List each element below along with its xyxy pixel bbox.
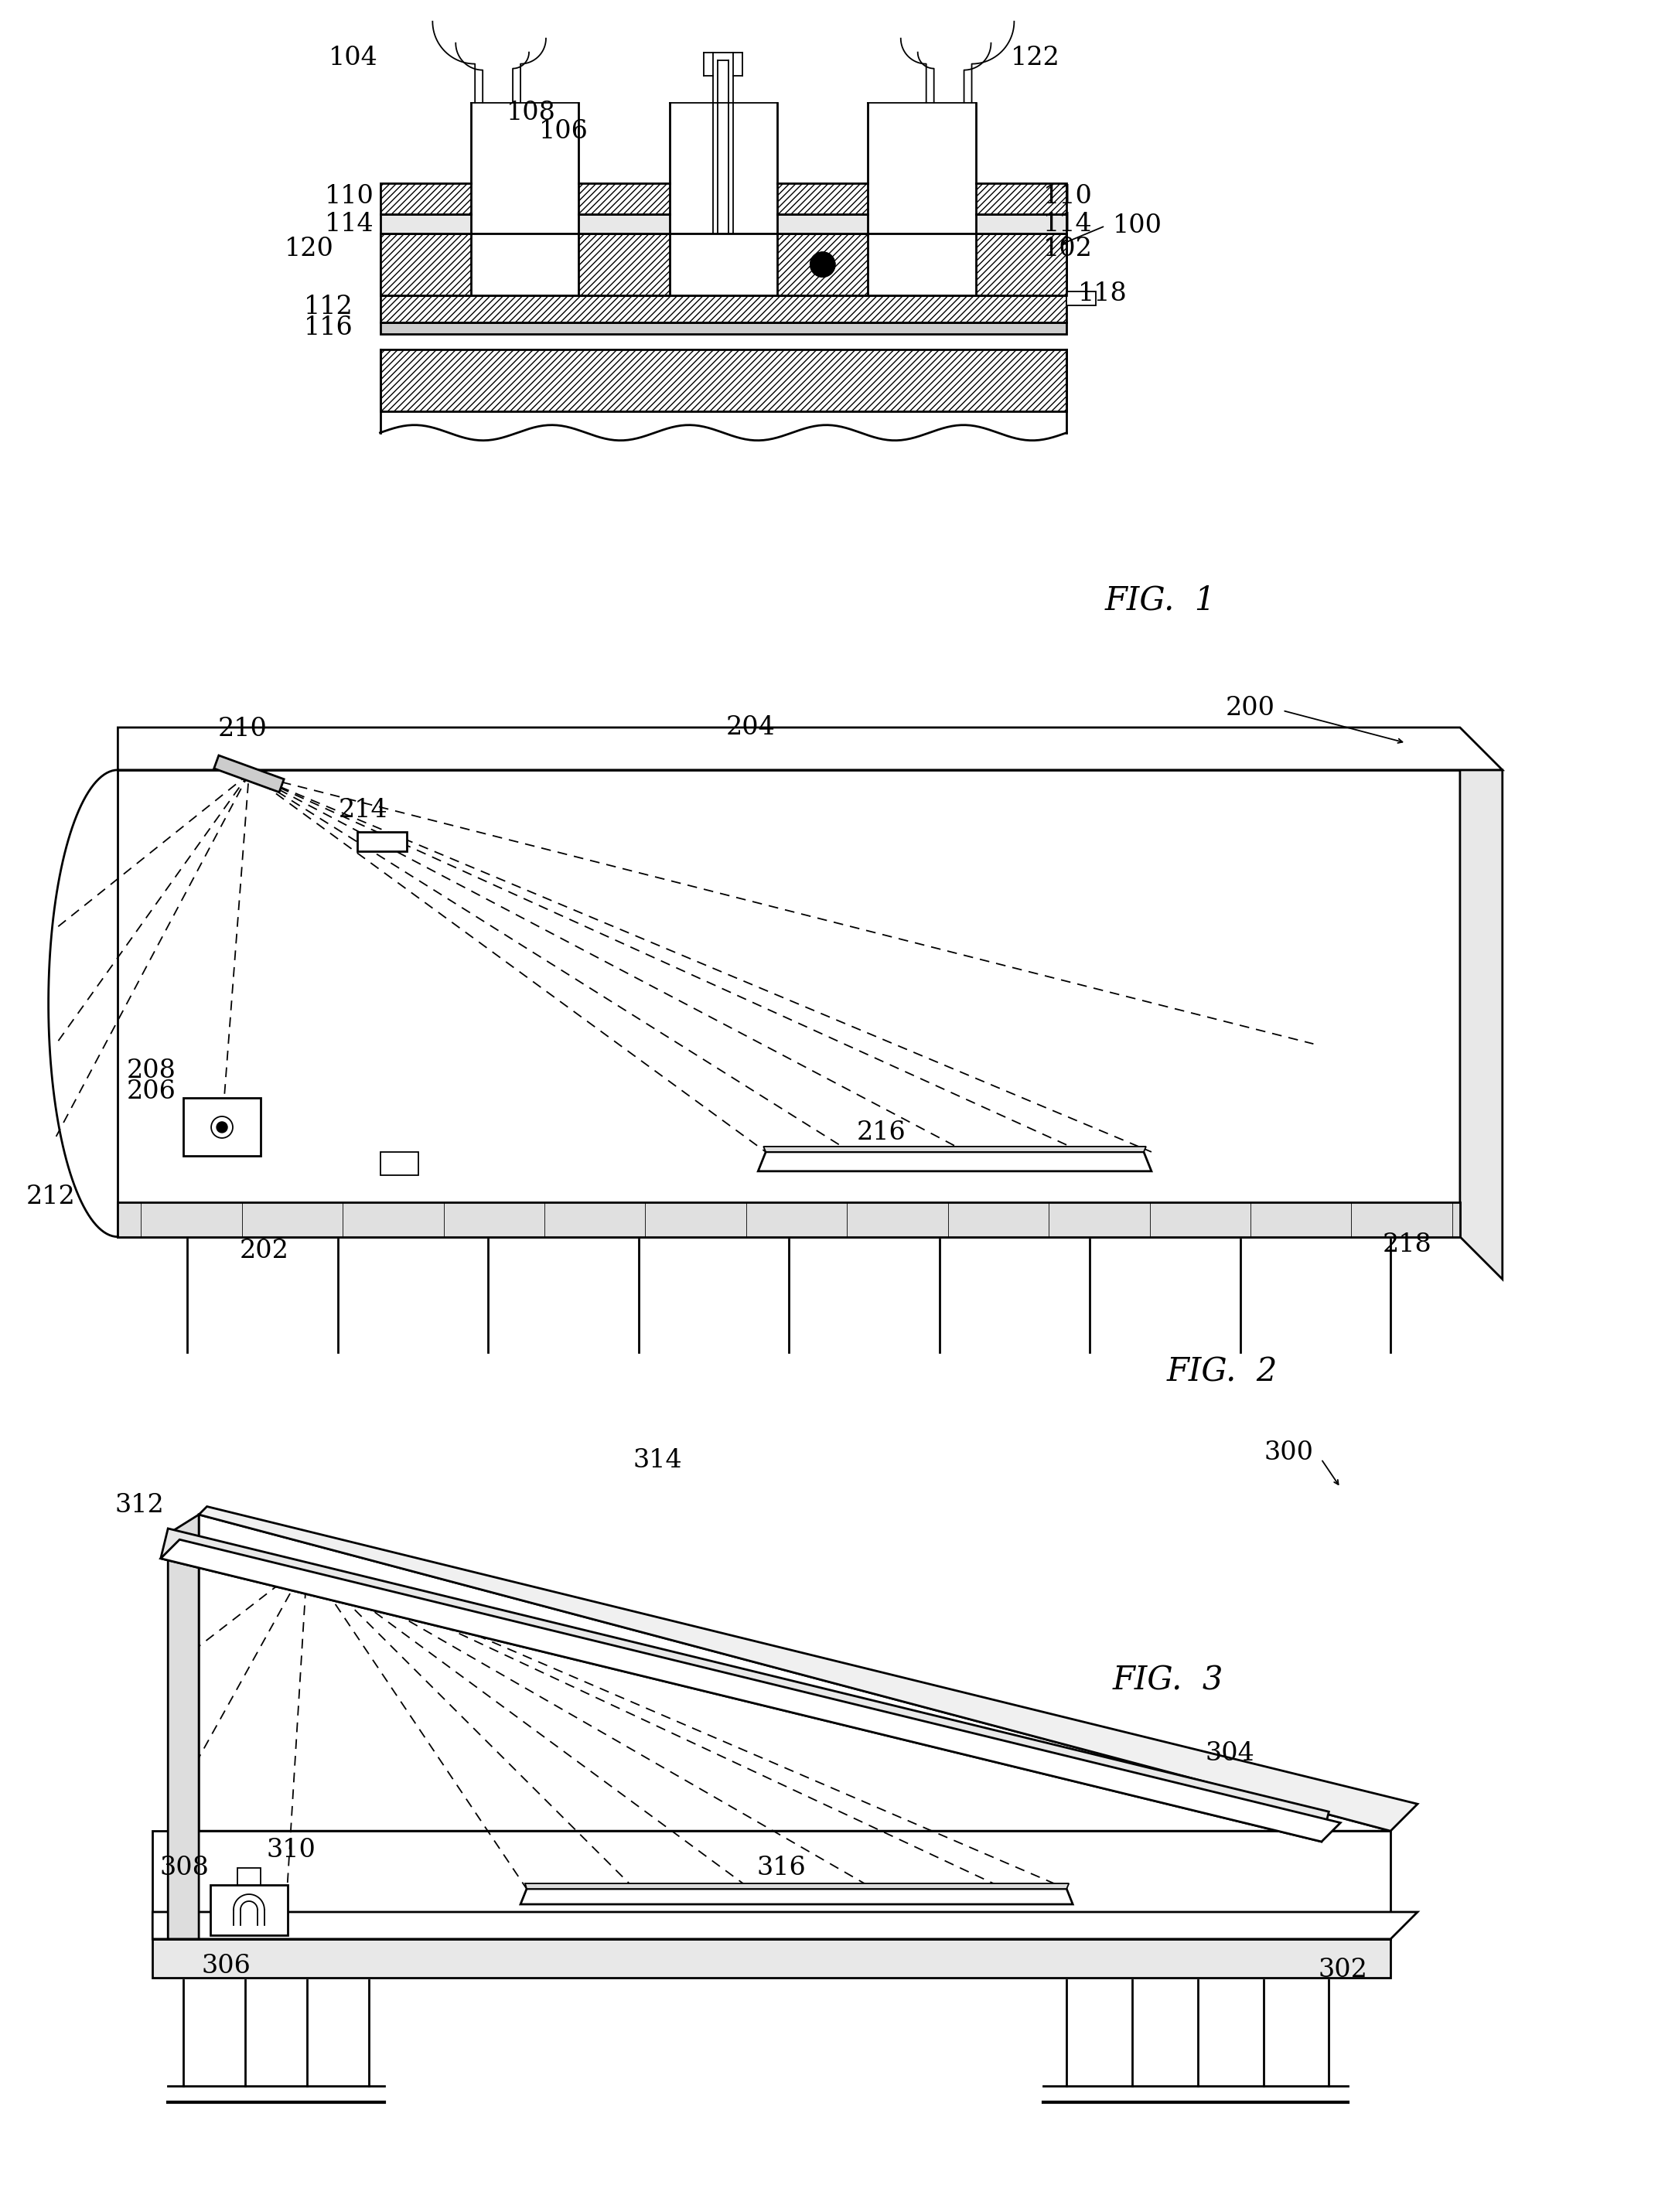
Polygon shape bbox=[758, 1152, 1152, 1170]
Text: 106: 106 bbox=[539, 119, 588, 144]
Text: 200: 200 bbox=[1225, 697, 1275, 721]
Bar bbox=[380, 296, 1067, 323]
Text: 210: 210 bbox=[218, 717, 268, 741]
Bar bbox=[380, 323, 1067, 334]
Bar bbox=[579, 184, 669, 215]
Text: 218: 218 bbox=[1384, 1232, 1432, 1256]
Text: 316: 316 bbox=[756, 1856, 806, 1880]
Bar bbox=[380, 215, 471, 234]
Text: FIG.  2: FIG. 2 bbox=[1167, 1356, 1277, 1389]
Circle shape bbox=[216, 1121, 228, 1133]
Bar bbox=[1067, 292, 1096, 305]
Bar bbox=[356, 832, 408, 852]
Polygon shape bbox=[521, 1889, 1072, 1905]
Bar bbox=[579, 234, 669, 296]
Text: 216: 216 bbox=[857, 1119, 906, 1146]
Polygon shape bbox=[118, 728, 1502, 770]
Text: 300: 300 bbox=[1264, 1440, 1314, 1464]
Text: 312: 312 bbox=[115, 1493, 165, 1517]
Polygon shape bbox=[524, 1882, 1069, 1889]
Bar bbox=[183, 1097, 260, 1157]
Text: 114: 114 bbox=[325, 212, 375, 237]
Bar bbox=[118, 1201, 1460, 1237]
Polygon shape bbox=[198, 1515, 1390, 1832]
Polygon shape bbox=[764, 1146, 1146, 1152]
Bar bbox=[380, 1152, 418, 1175]
Circle shape bbox=[811, 252, 836, 276]
Text: 112: 112 bbox=[303, 294, 353, 319]
Text: 204: 204 bbox=[726, 714, 774, 739]
Text: 302: 302 bbox=[1319, 1958, 1367, 1982]
Text: 202: 202 bbox=[240, 1239, 290, 1263]
Bar bbox=[380, 349, 1067, 411]
Polygon shape bbox=[168, 1515, 198, 1940]
Text: 206: 206 bbox=[127, 1079, 176, 1104]
Polygon shape bbox=[153, 1911, 1417, 1940]
Text: FIG.  3: FIG. 3 bbox=[1112, 1663, 1224, 1697]
Bar bbox=[579, 215, 669, 234]
Bar bbox=[153, 1832, 1390, 1940]
Text: 108: 108 bbox=[506, 100, 556, 124]
Bar bbox=[380, 184, 471, 215]
Bar bbox=[778, 234, 867, 296]
Text: 100: 100 bbox=[1112, 215, 1162, 239]
Polygon shape bbox=[162, 1540, 1340, 1843]
Text: 306: 306 bbox=[201, 1953, 250, 1978]
Text: 118: 118 bbox=[1079, 281, 1127, 305]
Text: 110: 110 bbox=[325, 184, 375, 208]
Text: 308: 308 bbox=[160, 1856, 208, 1880]
Text: 102: 102 bbox=[1044, 237, 1092, 261]
Text: 116: 116 bbox=[303, 316, 353, 341]
Bar bbox=[976, 234, 1067, 296]
Polygon shape bbox=[162, 1528, 1329, 1843]
Text: 214: 214 bbox=[338, 799, 388, 823]
Text: 122: 122 bbox=[1011, 44, 1061, 71]
Bar bbox=[118, 770, 1460, 1237]
Text: FIG.  1: FIG. 1 bbox=[1106, 584, 1215, 617]
Bar bbox=[976, 184, 1067, 215]
Text: 114: 114 bbox=[1044, 212, 1092, 237]
Text: 304: 304 bbox=[1205, 1741, 1255, 1765]
Bar bbox=[976, 215, 1067, 234]
Bar bbox=[238, 1867, 260, 1885]
Text: 208: 208 bbox=[127, 1060, 176, 1084]
Bar bbox=[380, 234, 1067, 296]
Bar bbox=[153, 1940, 1390, 1978]
Text: 120: 120 bbox=[285, 237, 333, 261]
Text: 314: 314 bbox=[633, 1449, 683, 1473]
Bar bbox=[778, 215, 867, 234]
Text: 212: 212 bbox=[27, 1183, 75, 1210]
Text: 110: 110 bbox=[1044, 184, 1092, 208]
Polygon shape bbox=[215, 757, 285, 792]
Bar bbox=[778, 184, 867, 215]
Polygon shape bbox=[1460, 770, 1502, 1279]
Polygon shape bbox=[198, 1506, 1417, 1832]
Bar bbox=[210, 1885, 288, 1936]
Bar bbox=[380, 234, 471, 296]
Text: 104: 104 bbox=[328, 44, 378, 71]
Text: 310: 310 bbox=[266, 1838, 316, 1863]
